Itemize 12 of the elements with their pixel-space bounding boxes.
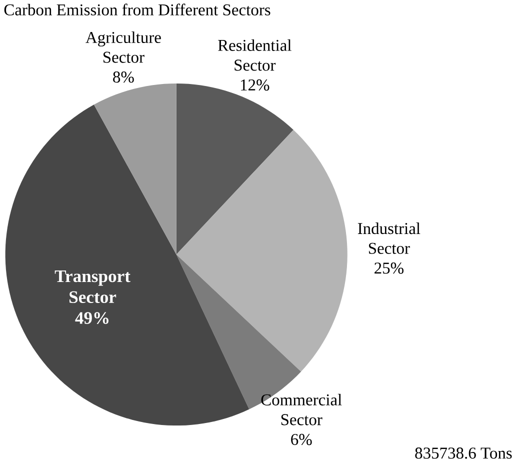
text: 835738.6 Tons (415, 447, 512, 459)
data-label: 25% (374, 262, 404, 274)
data-label: 49% (75, 312, 108, 324)
data-label: 8% (113, 71, 134, 82)
data-label: 12% (240, 79, 270, 90)
data-label: 6% (291, 434, 312, 445)
slice-label: Agriculture Sector (86, 31, 161, 63)
slice-label: Residential Sector (218, 39, 292, 71)
slice-label: Commercial Sector (261, 394, 342, 426)
slice-label: Transport Sector (54, 270, 130, 303)
slice-label: Industrial Sector (358, 222, 420, 254)
chart-title: Carbon Emission from Different Sectors (4, 3, 270, 16)
